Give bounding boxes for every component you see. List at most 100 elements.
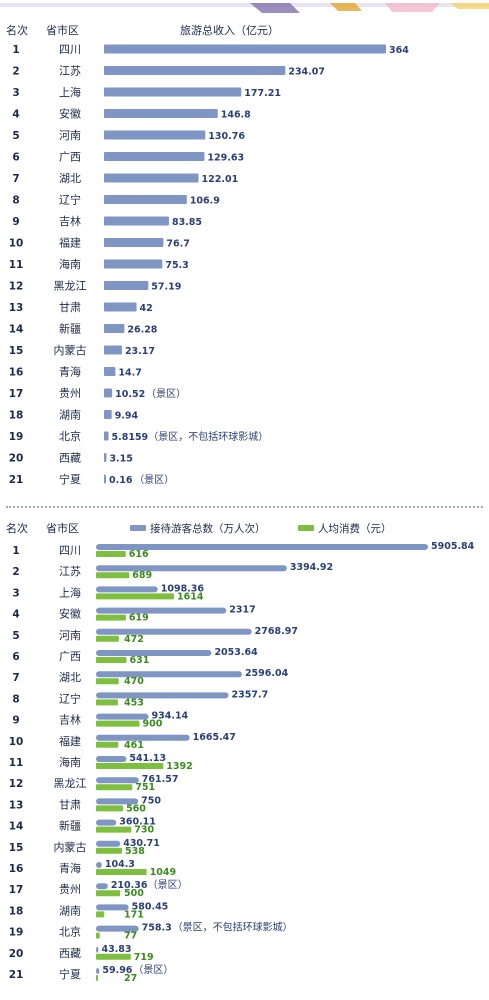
tourists-bar	[96, 756, 127, 762]
rank-label: 12	[9, 778, 24, 790]
region-label: 上海	[59, 585, 81, 599]
spending-bar	[96, 763, 164, 769]
tourists-note-label: （景区）	[133, 964, 173, 976]
region-label: 黑龙江	[54, 280, 87, 293]
rank-label: 19	[9, 927, 24, 939]
tourists-value-label: 43.83	[101, 944, 131, 955]
rank-label: 6	[12, 651, 19, 663]
revenue-value-label: 3.15	[109, 454, 132, 465]
tourists-value-label: 1665.47	[193, 732, 236, 743]
tourists-bar	[96, 734, 190, 741]
tourists-value-label: 2596.04	[245, 668, 289, 679]
spending-bar	[96, 635, 119, 642]
tourists-value-label: 104.3	[105, 859, 135, 870]
revenue-value-label: 106.9	[190, 196, 220, 207]
rank-label: 16	[9, 367, 24, 379]
revenue-bar	[104, 453, 107, 462]
tourism-revenue-chart: 名次 省市区 旅游总收入（亿元） 1 四川 364 2 江苏 234.07 3 上海 177.21 4 安…	[6, 23, 409, 486]
revenue-bar	[104, 109, 218, 118]
rank-label: 20	[9, 453, 24, 465]
rank-label: 18	[9, 410, 24, 422]
spending-bar	[96, 572, 130, 579]
spending-bar	[96, 657, 127, 663]
tourists-value-label: 934.14	[152, 711, 189, 722]
spending-bar	[96, 869, 147, 875]
revenue-value-label: 9.94	[115, 411, 139, 422]
region-label: 广西	[59, 151, 81, 164]
revenue-bar	[104, 388, 113, 398]
spending-value-label: 500	[124, 888, 144, 899]
tourists-bar	[96, 798, 139, 805]
revenue-value-label: 0.16	[109, 475, 133, 486]
revenue-bar	[104, 410, 112, 419]
tourists-bar	[96, 925, 139, 932]
rank-label: 9	[12, 216, 19, 228]
publisher-watermark: 21世纪经济报道	[352, 961, 460, 977]
spending-bar	[96, 953, 131, 960]
spending-value-label: 1049	[150, 867, 176, 878]
spending-bar	[96, 847, 122, 854]
tourists-bar	[96, 968, 100, 974]
legend-label-spending: 人均消费（元）	[318, 522, 392, 535]
revenue-value-label: 23.17	[125, 346, 155, 357]
rank-label: 14	[9, 324, 24, 336]
region-label: 安徽	[59, 107, 81, 121]
tourists-value-label: 210.36	[111, 880, 148, 891]
rank-label: 8	[12, 693, 19, 705]
revenue-bar	[104, 367, 116, 376]
revenue-value-label: 129.63	[207, 153, 244, 164]
tourists-bar	[96, 586, 158, 593]
tourists-value-label: 2317	[229, 605, 255, 616]
rank-label: 13	[9, 302, 24, 314]
spending-value-label: 900	[142, 719, 162, 730]
rank-label: 5	[12, 130, 19, 142]
rank-label: 3	[12, 87, 19, 99]
revenue-note-label: （景区）	[134, 474, 174, 486]
tourists-bar	[96, 904, 129, 911]
spending-bar	[96, 720, 140, 727]
region-label: 内蒙古	[54, 840, 87, 854]
revenue-value-label: 26.28	[127, 325, 157, 336]
rank-label: 10	[9, 238, 24, 250]
tourists-bar	[96, 650, 212, 656]
rank-label: 15	[9, 842, 24, 854]
rank-label: 12	[9, 281, 24, 293]
revenue-bar	[104, 66, 286, 75]
spending-value-label: 616	[129, 549, 149, 560]
region-label: 四川	[59, 43, 81, 56]
region-label: 宁夏	[59, 967, 81, 981]
revenue-bar	[104, 302, 137, 312]
revenue-value-label: 364	[389, 45, 409, 56]
region-column-header: 省市区	[46, 23, 79, 37]
rank-label: 7	[12, 672, 19, 684]
spending-value-label: 453	[124, 697, 144, 708]
revenue-value-label: 130.76	[208, 131, 245, 142]
spending-bar	[96, 911, 105, 918]
spending-bar	[96, 593, 174, 600]
rank-label: 2	[12, 66, 19, 78]
spending-value-label: 538	[125, 846, 145, 857]
rank-column-header: 名次	[6, 521, 28, 535]
region-label: 福建	[59, 734, 81, 748]
rank-label: 5	[12, 630, 19, 642]
spending-value-label: 730	[134, 825, 154, 836]
revenue-bar	[104, 130, 206, 140]
tourists-bar	[96, 946, 99, 953]
revenue-bar	[104, 324, 125, 333]
spending-value-label: 461	[124, 740, 144, 751]
region-label: 海南	[59, 257, 81, 271]
spending-bar	[96, 975, 98, 981]
tourists-bar	[96, 713, 149, 720]
spending-bar	[96, 551, 126, 557]
rank-label: 1	[12, 44, 19, 56]
revenue-value-label: 75.3	[165, 260, 188, 271]
region-label: 辽宁	[59, 193, 81, 207]
region-label: 甘肃	[59, 301, 81, 314]
rank-label: 8	[12, 195, 19, 207]
rank-label: 20	[9, 948, 24, 960]
tourists-value-label: 3394.92	[290, 562, 333, 573]
spending-value-label: 751	[135, 782, 155, 793]
revenue-bar	[104, 281, 149, 290]
revenue-bar	[104, 474, 106, 484]
region-label: 福建	[59, 236, 81, 250]
